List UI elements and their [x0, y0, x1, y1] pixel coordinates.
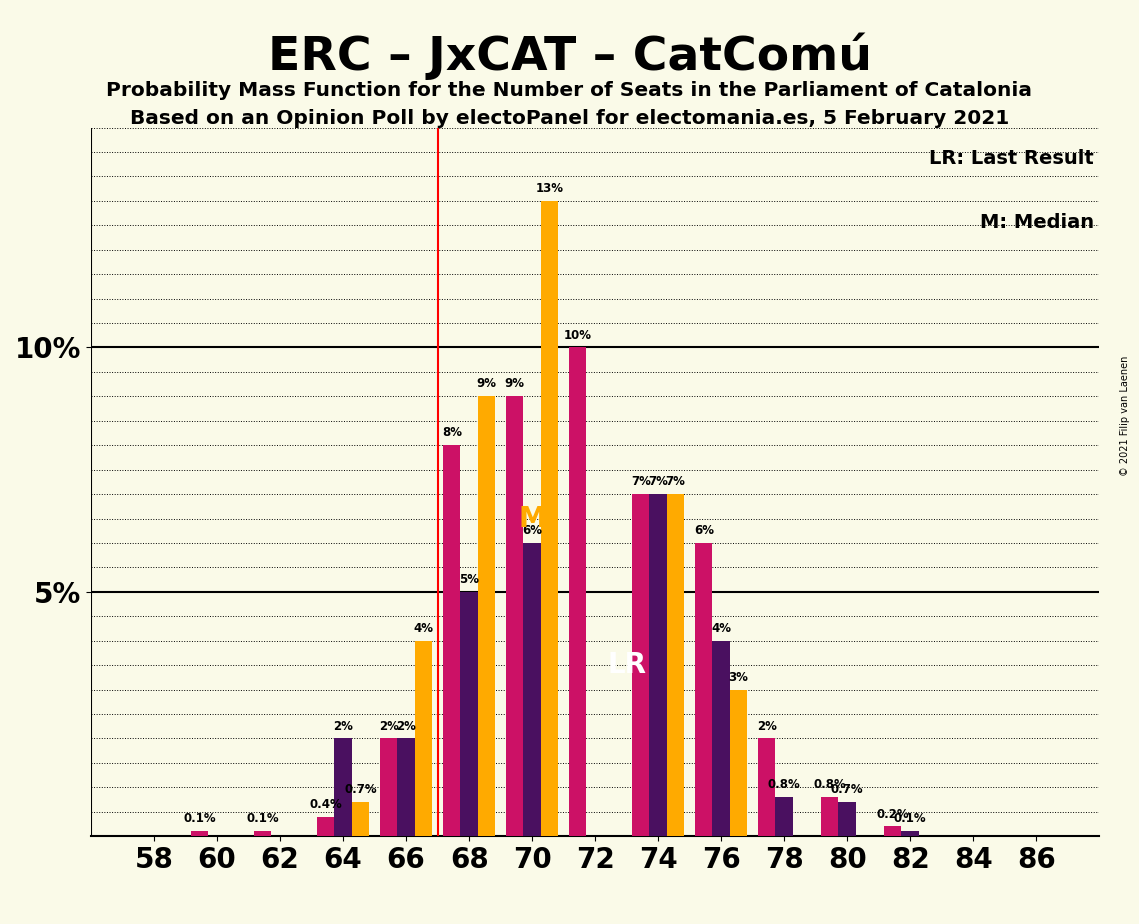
Text: 2%: 2%: [757, 720, 777, 733]
Bar: [254, 832, 271, 836]
Text: Based on an Opinion Poll by electoPanel for electomania.es, 5 February 2021: Based on an Opinion Poll by electoPanel …: [130, 109, 1009, 128]
Text: Probability Mass Function for the Number of Seats in the Parliament of Catalonia: Probability Mass Function for the Number…: [107, 81, 1032, 101]
Bar: [838, 802, 855, 836]
Text: 7%: 7%: [648, 475, 669, 488]
Bar: [759, 738, 776, 836]
Text: 2%: 2%: [379, 720, 399, 733]
Bar: [570, 347, 587, 836]
Text: 3%: 3%: [729, 671, 748, 684]
Text: 0.7%: 0.7%: [344, 784, 377, 796]
Bar: [191, 832, 208, 836]
Bar: [460, 592, 477, 836]
Bar: [506, 396, 524, 836]
Text: 6%: 6%: [522, 524, 542, 537]
Bar: [730, 689, 747, 836]
Bar: [541, 201, 558, 836]
Text: 2%: 2%: [334, 720, 353, 733]
Text: © 2021 Filip van Laenen: © 2021 Filip van Laenen: [1120, 356, 1130, 476]
Text: ERC – JxCAT – CatComú: ERC – JxCAT – CatComú: [268, 32, 871, 79]
Bar: [776, 797, 793, 836]
Text: 4%: 4%: [413, 622, 434, 635]
Text: 10%: 10%: [564, 329, 592, 342]
Text: 6%: 6%: [694, 524, 714, 537]
Text: 7%: 7%: [665, 475, 686, 488]
Bar: [884, 826, 901, 836]
Bar: [317, 817, 335, 836]
Bar: [443, 445, 460, 836]
Bar: [901, 832, 919, 836]
Text: 0.1%: 0.1%: [246, 812, 279, 825]
Text: 5%: 5%: [459, 573, 480, 586]
Bar: [415, 640, 432, 836]
Text: M: M: [518, 505, 546, 532]
Text: 13%: 13%: [535, 182, 564, 195]
Text: 0.7%: 0.7%: [830, 784, 863, 796]
Bar: [477, 396, 495, 836]
Bar: [380, 738, 398, 836]
Text: 0.4%: 0.4%: [310, 797, 342, 810]
Text: 0.2%: 0.2%: [877, 808, 909, 821]
Text: LR: Last Result: LR: Last Result: [929, 149, 1095, 168]
Bar: [649, 494, 666, 836]
Bar: [821, 797, 838, 836]
Text: 0.1%: 0.1%: [183, 812, 216, 825]
Text: M: Median: M: Median: [980, 213, 1095, 232]
Bar: [713, 640, 730, 836]
Text: 0.8%: 0.8%: [813, 778, 846, 791]
Text: LR: LR: [607, 651, 646, 679]
Text: 8%: 8%: [442, 426, 461, 439]
Text: 4%: 4%: [711, 622, 731, 635]
Bar: [352, 802, 369, 836]
Bar: [632, 494, 649, 836]
Bar: [524, 543, 541, 836]
Text: 0.8%: 0.8%: [768, 778, 801, 791]
Text: 0.1%: 0.1%: [894, 812, 926, 825]
Text: 9%: 9%: [505, 378, 525, 391]
Text: 2%: 2%: [396, 720, 416, 733]
Bar: [335, 738, 352, 836]
Text: 7%: 7%: [631, 475, 650, 488]
Bar: [666, 494, 685, 836]
Bar: [695, 543, 713, 836]
Bar: [398, 738, 415, 836]
Text: 9%: 9%: [476, 378, 497, 391]
